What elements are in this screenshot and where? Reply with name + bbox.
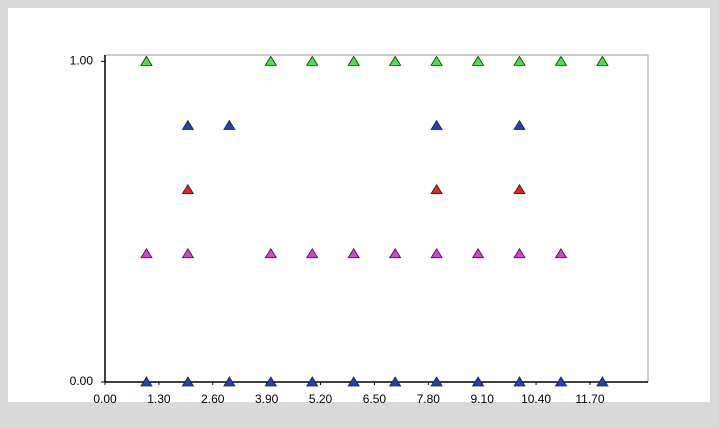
point xyxy=(181,183,195,195)
point xyxy=(306,376,319,387)
point xyxy=(181,376,195,387)
point xyxy=(264,55,278,66)
point xyxy=(388,247,402,259)
point xyxy=(430,183,443,195)
x-tick-label: 11.70 xyxy=(575,392,604,406)
x-tick-label: 2.60 xyxy=(201,392,225,406)
point xyxy=(388,55,402,66)
point xyxy=(430,376,443,387)
point xyxy=(513,55,526,66)
y-tick-label: 1.00 xyxy=(70,54,94,68)
x-tick-label: 9.10 xyxy=(471,392,495,406)
point xyxy=(181,247,195,259)
point xyxy=(388,376,402,387)
y-tick-label: 0.00 xyxy=(70,374,94,388)
point xyxy=(223,119,236,130)
point xyxy=(554,55,568,66)
x-tick-label: 7.80 xyxy=(417,392,441,406)
x-tick-label: 5.20 xyxy=(309,392,333,406)
point xyxy=(554,376,568,387)
point xyxy=(264,247,278,259)
point xyxy=(430,119,443,130)
point xyxy=(513,119,526,130)
point xyxy=(513,183,526,195)
point xyxy=(596,376,609,387)
point xyxy=(430,247,443,259)
point xyxy=(140,247,153,259)
point xyxy=(554,247,568,259)
x-tick-label: 3.90 xyxy=(255,392,279,406)
point xyxy=(223,376,236,387)
point xyxy=(596,55,609,66)
point xyxy=(430,55,443,66)
point xyxy=(471,55,485,66)
x-tick-label: 10.40 xyxy=(521,392,551,406)
point xyxy=(347,247,360,259)
x-tick-label: 6.50 xyxy=(363,392,387,406)
panel xyxy=(8,8,710,402)
point xyxy=(306,247,319,259)
point xyxy=(471,247,485,259)
x-tick-label: 0.00 xyxy=(93,392,117,406)
point xyxy=(264,376,278,387)
point xyxy=(513,376,526,387)
point xyxy=(347,376,360,387)
point xyxy=(140,376,153,387)
point xyxy=(140,55,153,66)
point xyxy=(347,55,360,66)
x-tick-label: 1.30 xyxy=(147,392,171,406)
point xyxy=(513,247,526,259)
point xyxy=(306,55,319,66)
point xyxy=(471,376,485,387)
point xyxy=(181,119,195,130)
